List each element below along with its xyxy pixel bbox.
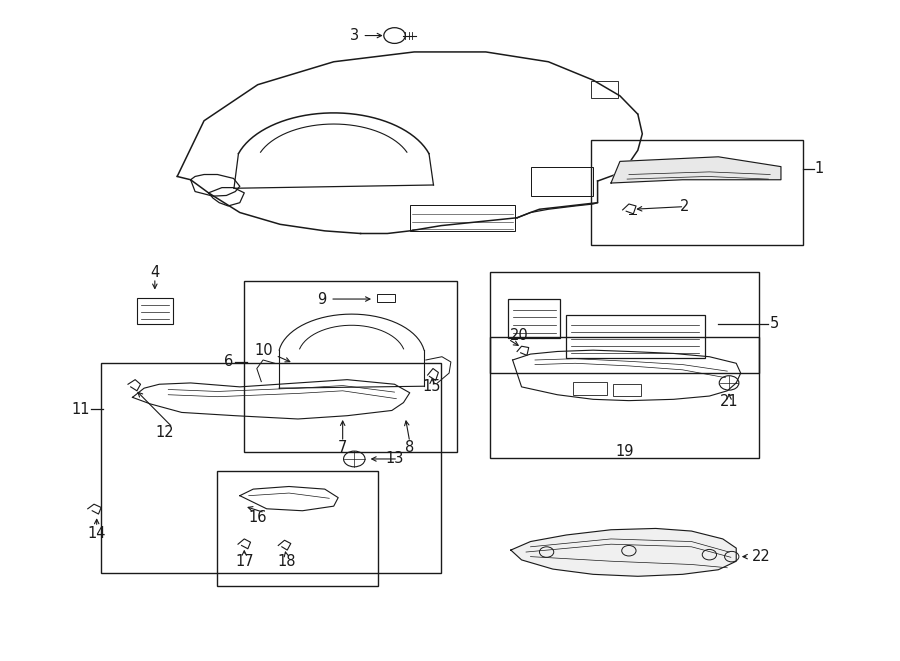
Bar	[573, 381, 608, 395]
Text: 14: 14	[87, 526, 106, 541]
Text: 19: 19	[616, 444, 634, 459]
Bar	[491, 272, 759, 373]
Polygon shape	[611, 157, 781, 183]
Text: 18: 18	[277, 554, 295, 568]
Text: 5: 5	[770, 317, 779, 331]
Bar	[137, 297, 173, 324]
Text: 22: 22	[752, 549, 771, 564]
Bar	[591, 81, 618, 98]
Bar	[591, 140, 804, 245]
Bar	[566, 315, 705, 358]
Polygon shape	[511, 528, 736, 576]
Text: 20: 20	[510, 328, 528, 342]
Text: 1: 1	[814, 161, 824, 176]
Text: 17: 17	[235, 554, 254, 568]
Bar	[491, 337, 759, 458]
Text: 13: 13	[385, 451, 403, 467]
Bar	[613, 384, 642, 396]
Text: 7: 7	[338, 440, 347, 455]
Text: 16: 16	[248, 510, 266, 525]
Bar	[218, 471, 378, 586]
Text: 10: 10	[255, 342, 273, 358]
Bar	[508, 299, 560, 338]
Text: 4: 4	[150, 265, 159, 280]
Bar	[530, 167, 593, 196]
Text: 3: 3	[349, 28, 359, 43]
Text: 21: 21	[720, 394, 738, 408]
Bar	[410, 205, 516, 231]
Bar	[377, 294, 394, 302]
Text: 12: 12	[156, 424, 175, 440]
Text: 2: 2	[680, 199, 689, 214]
Text: 15: 15	[423, 379, 441, 394]
Text: 11: 11	[71, 402, 89, 416]
Text: 8: 8	[405, 440, 414, 455]
Text: 9: 9	[318, 292, 327, 307]
Bar	[101, 364, 441, 573]
Text: 6: 6	[224, 354, 233, 369]
Bar	[244, 282, 457, 451]
